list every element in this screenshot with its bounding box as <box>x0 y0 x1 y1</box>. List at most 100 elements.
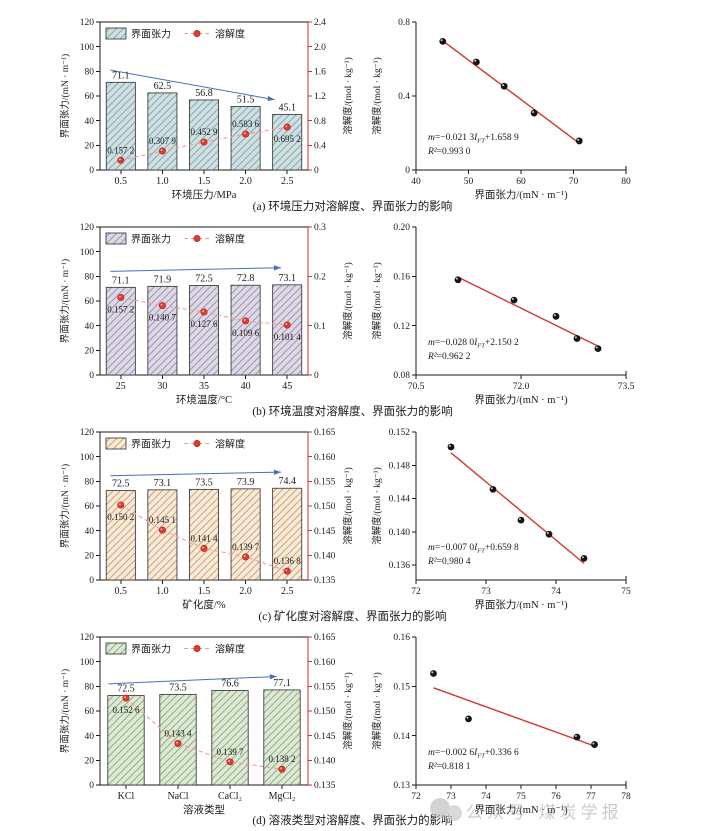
row-d-scatter-chart: 0.13 0.14 0.15 0.16 72 73 74 75 76 77 78 m=−0.002 6… <box>370 627 705 817</box>
svg-text:m=−0.002 6IFT+0.336 6: m=−0.002 6IFT+0.336 6 <box>428 748 519 760</box>
svg-text:溶解度/(mol · kg⁻¹): 溶解度/(mol · kg⁻¹) <box>342 262 354 340</box>
svg-text:75: 75 <box>516 792 526 802</box>
svg-text:60: 60 <box>516 177 526 187</box>
svg-text:0: 0 <box>314 371 319 381</box>
svg-text:71.1: 71.1 <box>112 70 130 81</box>
svg-text:76: 76 <box>551 792 561 802</box>
svg-text:100: 100 <box>80 453 95 463</box>
svg-text:74: 74 <box>481 792 491 802</box>
svg-text:界面张力/(mN · m⁻¹): 界面张力/(mN · m⁻¹) <box>474 598 568 611</box>
svg-text:0: 0 <box>314 166 319 176</box>
svg-text:76.6: 76.6 <box>221 679 239 690</box>
svg-text:20: 20 <box>85 757 95 767</box>
svg-text:溶解度/(mol · kg⁻¹): 溶解度/(mol · kg⁻¹) <box>342 57 354 135</box>
svg-text:0.138 2: 0.138 2 <box>269 754 296 764</box>
scatter-chart-svg: 0.08 0.12 0.16 0.20 70.5 72.0 73.5 m=−0.028 0IF… <box>371 223 635 406</box>
svg-text:45.1: 45.1 <box>278 102 296 113</box>
svg-text:74: 74 <box>551 587 561 597</box>
svg-text:73.5: 73.5 <box>195 477 213 488</box>
svg-text:60: 60 <box>85 92 95 102</box>
svg-text:100: 100 <box>80 658 95 668</box>
svg-text:73.9: 73.9 <box>237 477 255 488</box>
svg-text:界面张力/(mN · m⁻¹): 界面张力/(mN · m⁻¹) <box>59 54 71 138</box>
svg-text:60: 60 <box>85 502 95 512</box>
svg-text:0.145: 0.145 <box>314 732 336 742</box>
svg-text:界面张力/(mN · m⁻¹): 界面张力/(mN · m⁻¹) <box>59 669 71 753</box>
svg-text:51.5: 51.5 <box>237 94 255 105</box>
svg-text:73.5: 73.5 <box>169 682 187 693</box>
svg-text:60: 60 <box>85 707 95 717</box>
row-c-caption: (c) 矿化度对溶解度、界面张力的影响 <box>258 611 447 623</box>
svg-text:40: 40 <box>85 322 95 332</box>
svg-text:60: 60 <box>85 297 95 307</box>
svg-text:溶解度/(mol · kg⁻¹): 溶解度/(mol · kg⁻¹) <box>371 672 383 750</box>
svg-text:R²=0.818 1: R²=0.818 1 <box>427 762 471 772</box>
svg-text:1.0: 1.0 <box>156 586 169 597</box>
svg-text:0.13: 0.13 <box>393 781 410 791</box>
svg-text:40: 40 <box>85 117 95 127</box>
row-b-caption: (b) 环境温度对溶解度、界面张力的影响 <box>252 406 453 418</box>
svg-text:74.4: 74.4 <box>278 476 296 487</box>
svg-text:78: 78 <box>621 792 631 802</box>
svg-text:25: 25 <box>116 381 126 392</box>
svg-text:0.08: 0.08 <box>393 371 410 381</box>
svg-text:0.141 4: 0.141 4 <box>191 533 219 543</box>
svg-text:溶解度/(mol · kg⁻¹): 溶解度/(mol · kg⁻¹) <box>342 672 354 750</box>
svg-text:界面张力: 界面张力 <box>131 233 171 246</box>
svg-text:71.9: 71.9 <box>154 274 172 285</box>
svg-text:100: 100 <box>80 248 95 258</box>
svg-text:2.4: 2.4 <box>314 18 326 28</box>
svg-text:溶液类型: 溶液类型 <box>183 803 225 816</box>
svg-text:0.14: 0.14 <box>393 732 410 742</box>
row-d-caption: (d) 溶液类型对溶解度、界面张力的影响 <box>252 815 453 827</box>
svg-text:0.140: 0.140 <box>314 757 336 767</box>
svg-text:0.1: 0.1 <box>314 322 326 332</box>
svg-text:100: 100 <box>80 43 95 53</box>
svg-text:溶解度/(mol · kg⁻¹): 溶解度/(mol · kg⁻¹) <box>371 467 383 545</box>
svg-text:80: 80 <box>85 683 95 693</box>
svg-text:77: 77 <box>586 792 596 802</box>
svg-text:120: 120 <box>80 428 95 438</box>
svg-text:73.1: 73.1 <box>278 273 296 284</box>
svg-text:73.5: 73.5 <box>618 382 635 392</box>
svg-text:77.1: 77.1 <box>273 678 291 689</box>
svg-text:0.165: 0.165 <box>314 633 336 643</box>
svg-text:界面张力/(mN · m⁻¹): 界面张力/(mN · m⁻¹) <box>59 464 71 548</box>
svg-text:0.150 2: 0.150 2 <box>107 512 134 522</box>
svg-text:0.150: 0.150 <box>314 502 336 512</box>
svg-text:m=−0.028 0IFT+2.150 2: m=−0.028 0IFT+2.150 2 <box>428 338 519 350</box>
svg-text:0.20: 0.20 <box>393 223 410 233</box>
svg-text:0.140: 0.140 <box>389 528 411 538</box>
svg-text:0.3: 0.3 <box>314 223 326 233</box>
svg-text:73: 73 <box>446 792 456 802</box>
svg-text:0.12: 0.12 <box>393 322 410 332</box>
bar-chart-svg: 0 20 40 60 80 100 120 0 0.1 0.2 0.3 25 30 35 40 45 71.1 7… <box>59 223 354 406</box>
svg-text:0.4: 0.4 <box>398 92 410 102</box>
svg-text:矿化度/%: 矿化度/% <box>182 598 225 611</box>
svg-text:0: 0 <box>89 371 94 381</box>
row-c: 0 20 40 60 80 100 120 0.135 0.140 0.145 0.150 0.155… <box>0 422 705 618</box>
svg-text:1.5: 1.5 <box>198 586 211 597</box>
svg-text:0.135: 0.135 <box>314 576 336 586</box>
svg-text:R²=0.962 2: R²=0.962 2 <box>427 352 471 362</box>
svg-text:72: 72 <box>411 587 421 597</box>
svg-text:0.127 6: 0.127 6 <box>191 319 219 329</box>
svg-text:120: 120 <box>80 633 95 643</box>
svg-text:溶解度: 溶解度 <box>215 233 245 246</box>
svg-text:0.139 7: 0.139 7 <box>217 747 245 757</box>
svg-text:70.5: 70.5 <box>408 382 425 392</box>
svg-text:0.109 6: 0.109 6 <box>232 328 260 338</box>
svg-text:45: 45 <box>282 381 292 392</box>
svg-text:62.5: 62.5 <box>154 81 172 92</box>
svg-text:1.2: 1.2 <box>314 92 326 102</box>
svg-text:0.148: 0.148 <box>389 461 411 471</box>
bar-chart-svg: 0 20 40 60 80 100 120 0.135 0.140 0.145 0.150 0.155… <box>59 428 354 611</box>
scatter-chart-svg: 0.136 0.140 0.144 0.148 0.152 72 73 74 75 m=−0.00… <box>371 428 631 611</box>
svg-text:0.143 4: 0.143 4 <box>165 729 193 739</box>
svg-text:NaCl: NaCl <box>167 791 188 802</box>
svg-text:0: 0 <box>89 781 94 791</box>
svg-text:0.144: 0.144 <box>389 495 411 505</box>
svg-text:0.140: 0.140 <box>314 552 336 562</box>
row-c-bar-chart: 0 20 40 60 80 100 120 0.135 0.140 0.145 0.150 0.155… <box>56 422 378 612</box>
svg-text:界面张力: 界面张力 <box>131 643 171 656</box>
